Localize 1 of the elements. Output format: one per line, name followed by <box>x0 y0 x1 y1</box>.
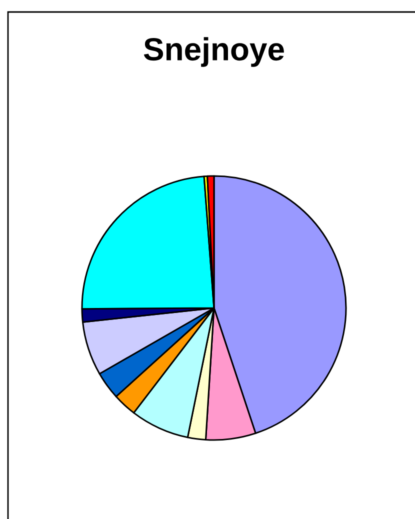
chart-title: Snejnoye <box>144 37 284 67</box>
